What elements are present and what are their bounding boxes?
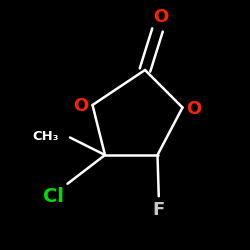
Text: O: O — [154, 8, 169, 26]
Text: O: O — [186, 100, 202, 118]
Text: F: F — [152, 201, 165, 219]
Text: Cl: Cl — [43, 187, 64, 206]
Text: CH₃: CH₃ — [32, 130, 59, 143]
Text: O: O — [74, 97, 89, 115]
